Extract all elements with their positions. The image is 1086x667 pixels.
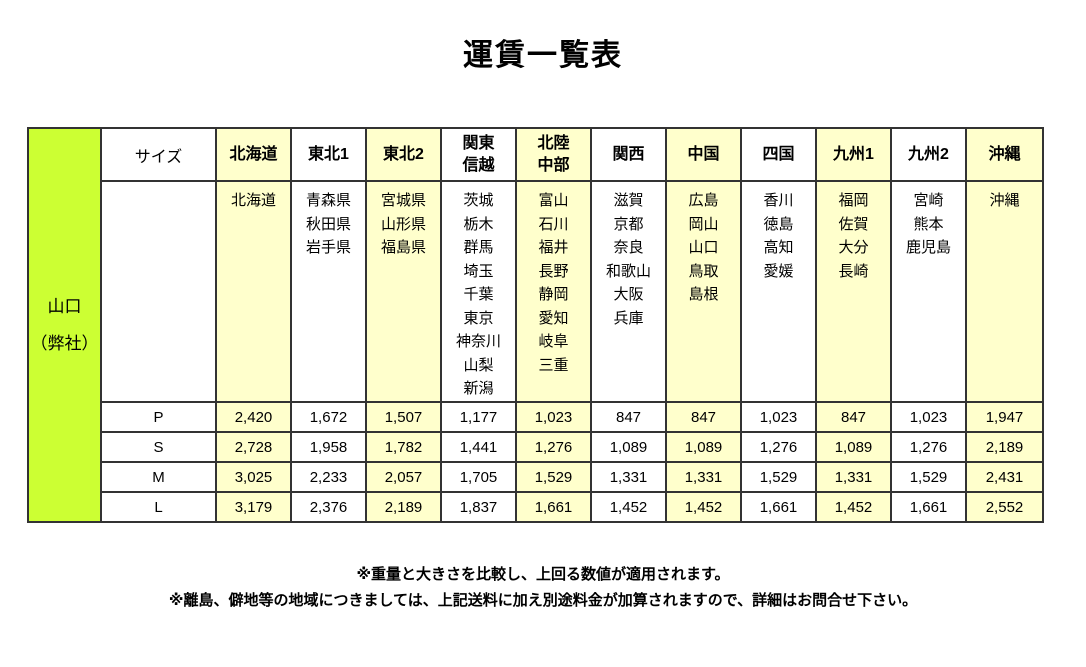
- price-cell: 1,276: [890, 431, 967, 463]
- region-header-kyushu1: 九州1: [815, 127, 892, 182]
- price-cell: 1,023: [515, 401, 592, 433]
- price-cell: 1,837: [440, 491, 517, 523]
- price-cell: 1,276: [515, 431, 592, 463]
- price-cell: 1,331: [815, 461, 892, 493]
- region-header-shikoku: 四国: [740, 127, 817, 182]
- price-row-s: S 2,728 1,958 1,782 1,441 1,276 1,089 1,…: [28, 431, 1044, 463]
- price-cell: 1,177: [440, 401, 517, 433]
- price-cell: 1,089: [665, 431, 742, 463]
- origin-cell: 山口 （弊社）: [27, 127, 102, 523]
- price-cell: 1,705: [440, 461, 517, 493]
- prefecture-list: 宮城県 山形県 福島県: [365, 180, 442, 403]
- prefecture-list: 茨城 栃木 群馬 埼玉 千葉 東京 神奈川 山梨 新潟: [440, 180, 517, 403]
- price-cell: 1,452: [590, 491, 667, 523]
- size-label-l: L: [100, 491, 217, 523]
- price-cell: 1,661: [515, 491, 592, 523]
- header-row: 山口 （弊社） サイズ 北海道 東北1 東北2 関東 信越 北陸 中部 関西 中…: [27, 127, 1044, 523]
- price-cell: 2,431: [965, 461, 1044, 493]
- price-cell: 1,529: [740, 461, 817, 493]
- price-cell: 1,452: [665, 491, 742, 523]
- prefecture-empty-cell: [100, 180, 217, 403]
- prefecture-list: 北海道: [215, 180, 292, 403]
- prefecture-list: 滋賀 京都 奈良 和歌山 大阪 兵庫: [590, 180, 667, 403]
- size-label-p: P: [100, 401, 217, 433]
- price-cell: 2,233: [290, 461, 367, 493]
- price-cell: 1,661: [740, 491, 817, 523]
- prefecture-list: 福岡 佐賀 大分 長崎: [815, 180, 892, 403]
- price-cell: 3,179: [215, 491, 292, 523]
- region-header-tohoku1: 東北1: [290, 127, 367, 182]
- prefecture-list: 香川 徳島 高知 愛媛: [740, 180, 817, 403]
- prefecture-list: 沖縄: [965, 180, 1044, 403]
- price-cell: 1,089: [590, 431, 667, 463]
- price-cell: 1,529: [515, 461, 592, 493]
- price-cell: 2,189: [965, 431, 1044, 463]
- price-cell: 847: [665, 401, 742, 433]
- price-cell: 2,420: [215, 401, 292, 433]
- note-line: ※離島、僻地等の地域につきましては、上記送料に加え別途料金が加算されますので、詳…: [168, 592, 918, 609]
- size-label-s: S: [100, 431, 217, 463]
- price-cell: 1,089: [815, 431, 892, 463]
- price-cell: 847: [590, 401, 667, 433]
- price-row-p: P 2,420 1,672 1,507 1,177 1,023 847 847 …: [28, 401, 1044, 433]
- price-cell: 1,452: [815, 491, 892, 523]
- price-cell: 2,552: [965, 491, 1044, 523]
- region-header-kansai: 関西: [590, 127, 667, 182]
- prefecture-row: 北海道 青森県 秋田県 岩手県 宮城県 山形県 福島県 茨城 栃木 群馬 埼玉 …: [28, 180, 1044, 403]
- prefecture-list: 広島 岡山 山口 鳥取 島根: [665, 180, 742, 403]
- price-cell: 1,023: [740, 401, 817, 433]
- price-cell: 2,057: [365, 461, 442, 493]
- price-row-l: L 3,179 2,376 2,189 1,837 1,661 1,452 1,…: [28, 491, 1044, 523]
- price-cell: 1,331: [590, 461, 667, 493]
- region-header-chugoku: 中国: [665, 127, 742, 182]
- size-label-m: M: [100, 461, 217, 493]
- price-cell: 1,441: [440, 431, 517, 463]
- prefecture-list: 富山 石川 福井 長野 静岡 愛知 岐阜 三重: [515, 180, 592, 403]
- region-header-tohoku2: 東北2: [365, 127, 442, 182]
- price-cell: 2,189: [365, 491, 442, 523]
- prefecture-list: 宮崎 熊本 鹿児島: [890, 180, 967, 403]
- prefecture-list: 青森県 秋田県 岩手県: [290, 180, 367, 403]
- region-header-hokkaido: 北海道: [215, 127, 292, 182]
- size-header-cell: サイズ: [100, 127, 217, 182]
- price-cell: 1,958: [290, 431, 367, 463]
- price-cell: 3,025: [215, 461, 292, 493]
- region-header-kyushu2: 九州2: [890, 127, 967, 182]
- price-cell: 1,023: [890, 401, 967, 433]
- region-header-hokuriku-chubu: 北陸 中部: [515, 127, 592, 182]
- price-cell: 1,661: [890, 491, 967, 523]
- price-cell: 1,507: [365, 401, 442, 433]
- note-line: ※重量と大きさを比較し、上回る数値が適用されます。: [356, 566, 730, 583]
- price-cell: 1,276: [740, 431, 817, 463]
- page-title: 運賃一覧表: [463, 39, 623, 72]
- fare-table: 山口 （弊社） サイズ 北海道 東北1 東北2 関東 信越 北陸 中部 関西 中…: [27, 127, 1044, 523]
- price-row-m: M 3,025 2,233 2,057 1,705 1,529 1,331 1,…: [28, 461, 1044, 493]
- price-cell: 1,672: [290, 401, 367, 433]
- price-cell: 1,331: [665, 461, 742, 493]
- price-cell: 847: [815, 401, 892, 433]
- price-cell: 1,529: [890, 461, 967, 493]
- region-header-kanto-shinetsu: 関東 信越: [440, 127, 517, 182]
- footnotes: ※重量と大きさを比較し、上回る数値が適用されます。 ※離島、僻地等の地域につきま…: [0, 562, 1086, 614]
- price-cell: 1,947: [965, 401, 1044, 433]
- price-cell: 2,376: [290, 491, 367, 523]
- price-cell: 2,728: [215, 431, 292, 463]
- price-cell: 1,782: [365, 431, 442, 463]
- region-header-okinawa: 沖縄: [965, 127, 1044, 182]
